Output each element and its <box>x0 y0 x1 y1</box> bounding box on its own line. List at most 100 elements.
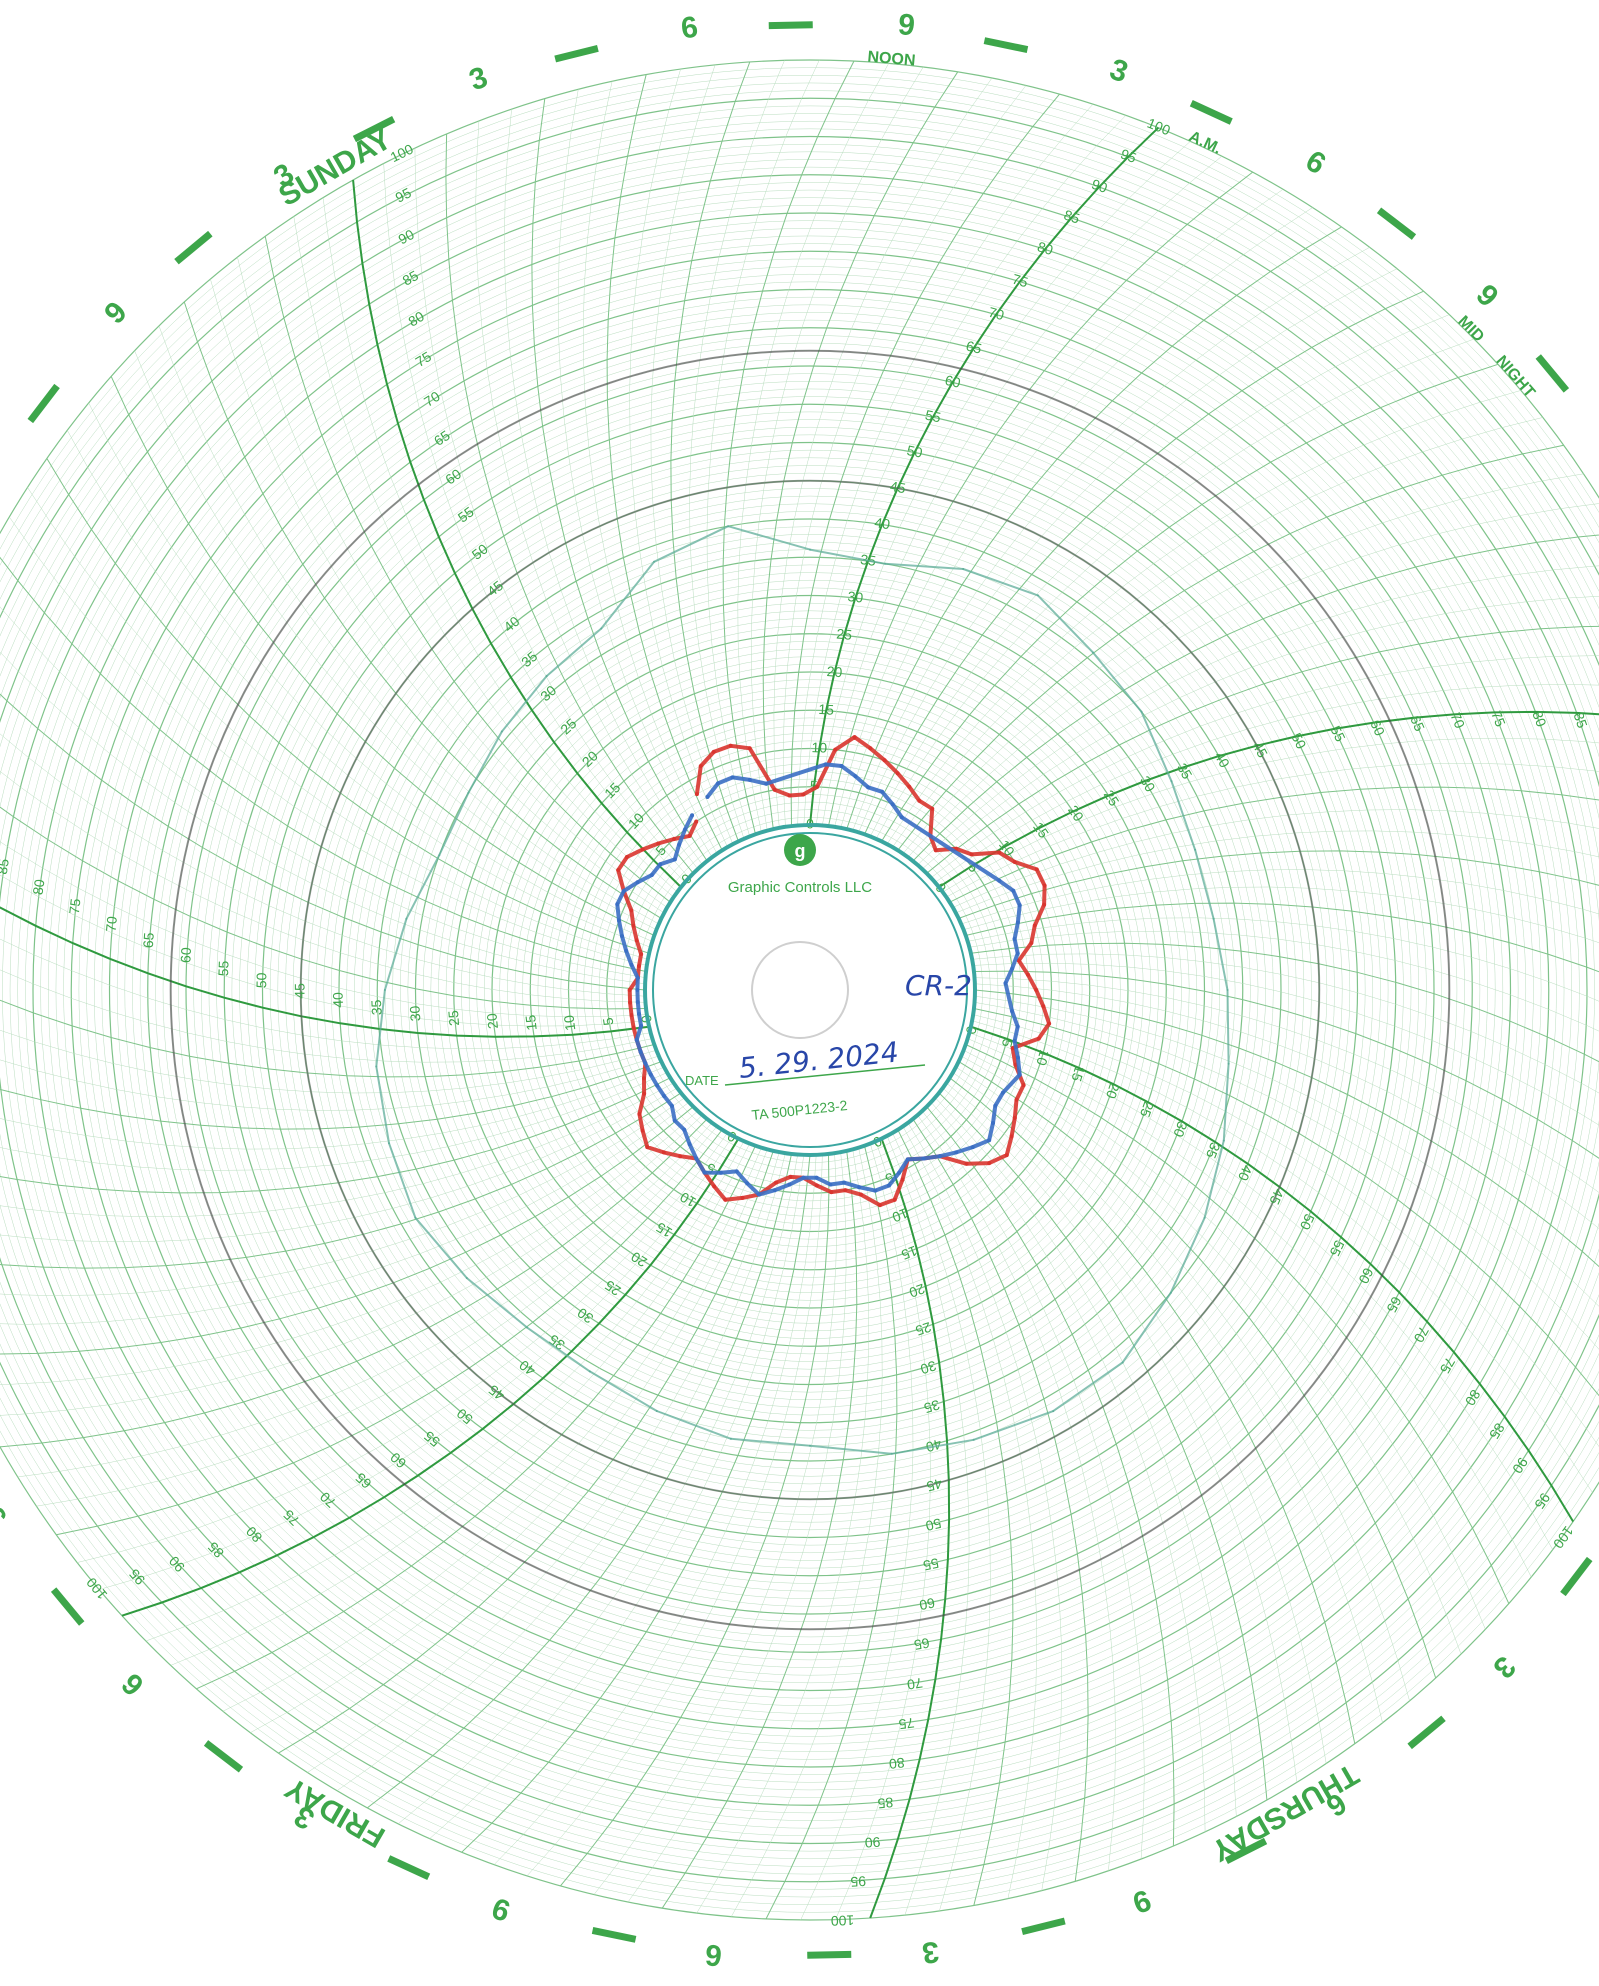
grid-time-arc <box>322 197 678 893</box>
scale-tick-label: 95 <box>1118 145 1138 166</box>
series-point <box>702 1170 707 1175</box>
series-point <box>814 1183 819 1188</box>
grid-time-arc <box>902 473 1584 854</box>
scale-tick-label: 70 <box>103 915 120 932</box>
grid-ring <box>407 587 1213 1393</box>
series-point <box>1226 989 1229 991</box>
scale-tick-label: 30 <box>847 588 865 606</box>
grid-time-arc <box>963 1050 1486 1630</box>
series-point <box>772 1188 777 1193</box>
series-point <box>884 562 887 565</box>
scale-tick-label: 50 <box>1288 730 1309 751</box>
series-point <box>921 1156 926 1161</box>
grid-time-arc <box>886 1135 970 1916</box>
grid-ring <box>545 725 1075 1255</box>
grid-ring <box>476 656 1144 1324</box>
hour-label: 6 <box>0 469 1 500</box>
series-point <box>1121 1361 1124 1364</box>
series-point <box>649 873 654 877</box>
grid-time-arc <box>800 1143 914 1921</box>
scale-tick-label: 45 <box>1266 1186 1287 1207</box>
grid-ring <box>514 694 1106 1286</box>
grid-ring <box>0 167 1599 1813</box>
series-point <box>1212 917 1215 920</box>
grid-ring <box>461 641 1159 1339</box>
series-point <box>716 781 720 786</box>
grid-ring <box>93 273 1527 1707</box>
series-point <box>1011 888 1016 893</box>
series-point <box>1034 988 1039 992</box>
date-label: DATE <box>685 1073 719 1088</box>
grid-time-arc <box>972 1020 1593 1493</box>
series-point <box>631 923 636 928</box>
scale-tick-label: 35 <box>1174 760 1196 782</box>
series-point <box>764 781 769 786</box>
hour-label: 9 <box>0 1500 14 1532</box>
series-point <box>639 1023 644 1028</box>
grid-ring <box>132 312 1488 1668</box>
series-point <box>687 833 692 838</box>
grid-ring <box>10 190 1599 1790</box>
series-point <box>627 988 632 992</box>
series-point <box>628 1000 633 1005</box>
grid-time-arc <box>965 902 1599 973</box>
scale-tick-label: 85 <box>1062 206 1082 226</box>
series-point <box>642 1091 647 1096</box>
grid-ring <box>216 396 1404 1584</box>
scale-tick-label: 75 <box>280 1507 302 1529</box>
series-point <box>1036 1036 1041 1041</box>
series-point <box>637 1012 641 1016</box>
scale-tick-label: 90 <box>1090 176 1110 196</box>
period-label: A.M. <box>1186 128 1224 158</box>
grid-ring <box>231 411 1389 1569</box>
grid-time-arc <box>864 290 1424 835</box>
grid-time-arc <box>0 1102 690 1325</box>
grid-ring <box>468 648 1152 1332</box>
scale-tick-label: 35 <box>922 1397 942 1417</box>
grid-time-arc <box>922 596 1599 870</box>
grid-time-arc <box>0 1055 659 1111</box>
grid-time-arc <box>952 1072 1383 1723</box>
scale-tick-label: 10 <box>625 809 647 831</box>
grid-time-arc <box>926 625 1599 874</box>
hour-label: 3 <box>1106 53 1132 90</box>
grid-ring <box>155 335 1465 1645</box>
hour-label: 3 <box>920 1935 941 1970</box>
grid-time-arc <box>670 61 751 842</box>
grid-time-arc <box>583 81 718 854</box>
hour-label: 6 <box>704 1937 724 1971</box>
grid-time-arc <box>158 325 659 925</box>
series-line <box>615 762 1022 1197</box>
hour-label: 6 <box>1300 144 1331 181</box>
grid-ring <box>239 419 1381 1561</box>
scale-tick-label: 40 <box>873 514 891 532</box>
series-point <box>640 847 645 852</box>
grid-ring <box>277 457 1343 1523</box>
grid-time-arc <box>955 830 1599 914</box>
scale-tick-label: 85 <box>400 267 422 289</box>
grid-time-arc <box>875 338 1475 839</box>
series-point <box>859 1192 863 1197</box>
grid-ring <box>178 358 1442 1622</box>
chart-grid: 0510152025303540455055606570758085909510… <box>0 59 1599 1929</box>
scale-tick-label: 20 <box>1103 1081 1123 1101</box>
series-point <box>1015 1024 1020 1029</box>
grid-time-arc <box>429 1154 805 1839</box>
grid-time-arc <box>949 786 1599 903</box>
grid-time-arc <box>934 1097 1237 1817</box>
grid-time-arc <box>926 1106 1175 1847</box>
period-bar <box>983 37 1029 53</box>
center-hub: g Graphic Controls LLC CR-2 DATE 5. 29. … <box>643 823 977 1157</box>
period-bar <box>1376 207 1417 240</box>
hour-label: 9 <box>1128 1883 1155 1920</box>
series-point <box>465 1277 468 1279</box>
series-point <box>718 1170 723 1175</box>
scale-tick-label: 70 <box>906 1675 924 1693</box>
scale-tick-label: 15 <box>1068 1064 1088 1084</box>
scale-tick-label: 90 <box>1509 1455 1531 1477</box>
scale-tick-label: 40 <box>1211 749 1233 771</box>
series-point <box>730 775 735 780</box>
grid-time-arc <box>949 1077 1356 1744</box>
grid-time-arc <box>560 1153 830 1887</box>
series-point <box>868 746 873 751</box>
